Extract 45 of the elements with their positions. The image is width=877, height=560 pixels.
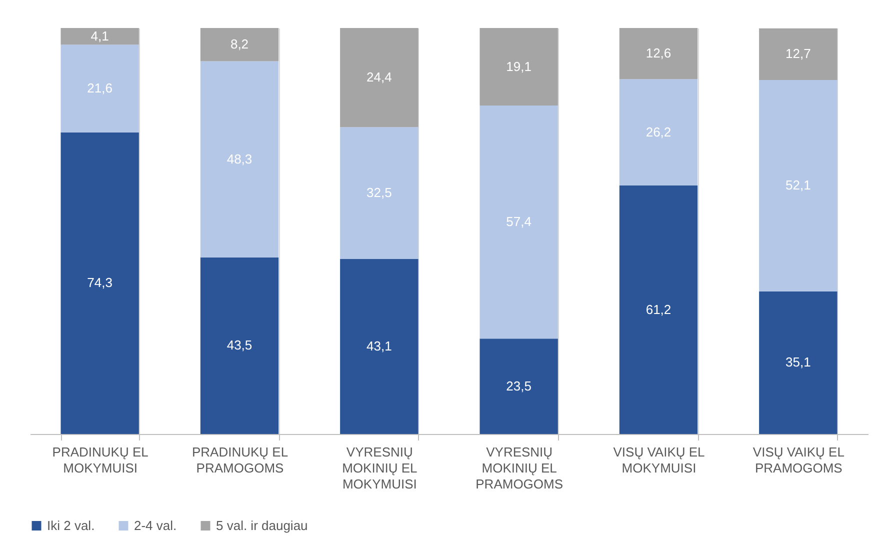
bar bbox=[759, 80, 838, 292]
data-label: 43,5 bbox=[226, 338, 252, 353]
data-label: 57,4 bbox=[506, 214, 532, 230]
bar bbox=[60, 132, 139, 434]
data-label: 74,3 bbox=[87, 275, 112, 290]
x-tick-label: VYRESNIŲ MOKINIŲ EL PRAMOGOMS bbox=[476, 444, 564, 492]
bar bbox=[480, 338, 558, 434]
data-label: 8,2 bbox=[230, 36, 249, 52]
legend-label: Iki 2 val. bbox=[47, 518, 95, 533]
bar bbox=[759, 291, 838, 434]
data-label: 52,1 bbox=[786, 178, 811, 193]
bar bbox=[759, 28, 838, 80]
data-label: 26,2 bbox=[646, 124, 672, 140]
bar bbox=[340, 28, 418, 128]
data-label: 24,4 bbox=[366, 70, 392, 85]
x-tick-label: VYRESNIŲ MOKINIŲ EL MOKYMUISI bbox=[342, 444, 418, 492]
bar bbox=[60, 44, 139, 132]
data-label: 32,5 bbox=[366, 185, 392, 200]
bar bbox=[200, 257, 279, 434]
x-tick-label: VISŲ VAIKŲ EL PRAMOGOMS bbox=[752, 444, 844, 476]
x-tick-label: PRADINUKŲ EL MOKYMUISI bbox=[52, 444, 148, 476]
data-label: 12,7 bbox=[786, 46, 811, 62]
bar bbox=[200, 61, 279, 258]
x-tick-label: VISŲ VAIKŲ EL MOKYMUISI bbox=[613, 444, 705, 476]
data-label: 12,6 bbox=[646, 46, 672, 61]
bar bbox=[480, 28, 558, 106]
bar bbox=[619, 28, 698, 80]
data-label: 19,1 bbox=[506, 58, 532, 74]
bar bbox=[340, 127, 418, 260]
data-label: 48,3 bbox=[226, 151, 252, 166]
data-label: 4,1 bbox=[90, 28, 109, 44]
bar bbox=[619, 186, 698, 434]
bar bbox=[480, 106, 558, 339]
data-label: 61,2 bbox=[646, 302, 672, 317]
bar bbox=[60, 28, 139, 45]
data-label: 43,1 bbox=[366, 338, 392, 354]
legend-label: 2-4 val. bbox=[134, 518, 177, 533]
x-tick-label: PRADINUKŲ EL PRAMOGOMS bbox=[192, 444, 288, 476]
bar bbox=[619, 79, 698, 186]
data-label: 35,1 bbox=[786, 354, 811, 370]
data-label: 23,5 bbox=[506, 378, 532, 394]
legend-label: 5 val. ir daugiau bbox=[216, 518, 308, 533]
data-label: 21,6 bbox=[87, 80, 112, 96]
bar bbox=[200, 28, 279, 62]
bar bbox=[340, 259, 418, 434]
